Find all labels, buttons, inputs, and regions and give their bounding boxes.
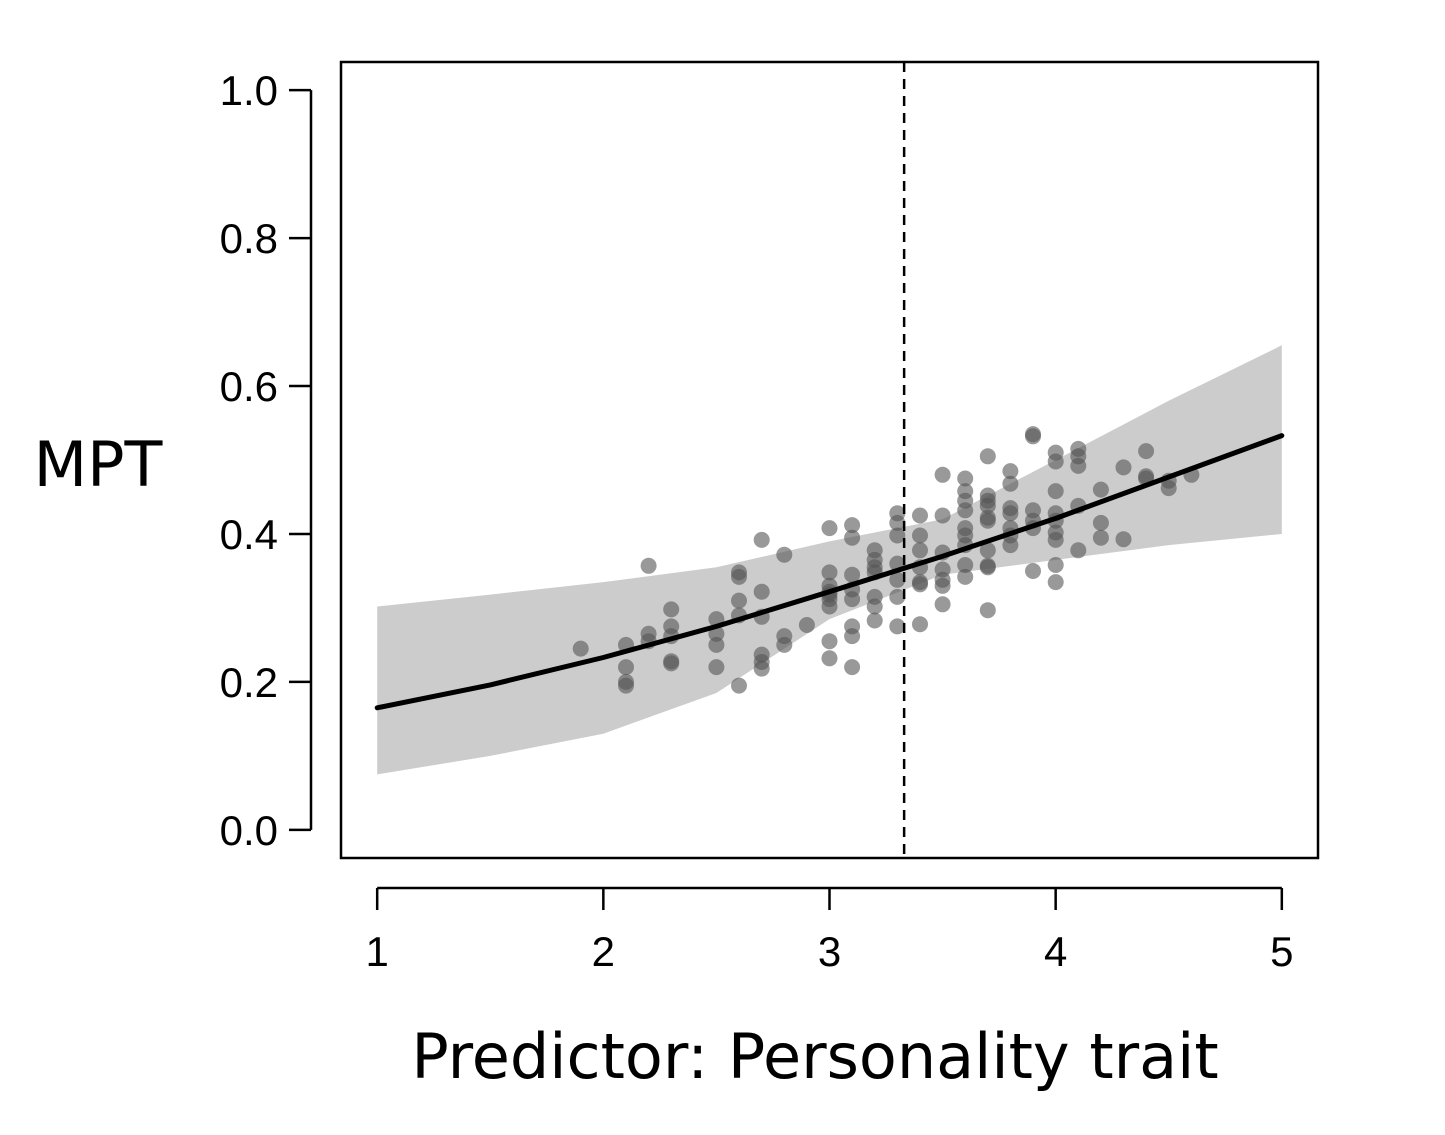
data-point	[889, 588, 906, 605]
data-point	[957, 568, 974, 585]
fit-line	[374, 433, 1285, 711]
data-point	[1002, 463, 1019, 480]
data-point	[618, 673, 634, 690]
data-point	[889, 571, 906, 588]
data-point	[979, 509, 996, 526]
data-point	[753, 583, 770, 600]
data-point	[1047, 574, 1064, 591]
data-point	[844, 659, 861, 676]
data-point	[979, 602, 996, 619]
y-axis-title: MPT	[34, 428, 164, 501]
y-tick-label: 0.6	[220, 363, 278, 410]
data-point	[708, 659, 725, 676]
data-point	[1092, 481, 1109, 498]
data-point	[1138, 443, 1155, 460]
data-point	[663, 618, 680, 635]
data-point	[889, 505, 906, 522]
data-point	[1025, 502, 1041, 519]
data-point	[776, 628, 793, 645]
data-point	[753, 646, 770, 663]
data-point	[912, 527, 928, 544]
data-point	[957, 483, 974, 500]
plot-frame	[339, 60, 1320, 860]
data-point	[1047, 557, 1064, 573]
data-point	[1047, 524, 1064, 541]
y-tick-label: 0.2	[220, 659, 278, 706]
data-point	[753, 531, 770, 548]
data-point	[1002, 500, 1019, 517]
x-axis: 1 2 3 4 5	[366, 886, 1293, 975]
data-point	[844, 566, 861, 583]
data-point	[866, 612, 883, 629]
data-point	[640, 557, 657, 574]
data-point	[866, 542, 883, 559]
data-point	[844, 618, 861, 635]
data-point	[1047, 444, 1064, 461]
x-tick-label: 4	[1044, 928, 1067, 975]
data-point	[844, 529, 861, 546]
data-point	[979, 487, 996, 504]
confidence-band	[377, 345, 1282, 775]
data-point	[798, 617, 815, 633]
y-tick-label: 0.8	[220, 215, 278, 262]
y-tick-label: 0.4	[220, 511, 278, 558]
data-point	[934, 596, 951, 613]
fit-line-layer	[374, 433, 1285, 711]
data-point	[1115, 531, 1132, 548]
data-point	[844, 517, 861, 534]
x-tick-label: 5	[1270, 928, 1293, 975]
data-point	[731, 592, 747, 609]
data-point	[1115, 459, 1132, 476]
data-point	[776, 546, 793, 563]
data-point	[889, 618, 906, 635]
data-point	[663, 601, 680, 618]
confidence-band-layer	[377, 345, 1282, 775]
data-point	[934, 466, 951, 483]
data-point	[731, 564, 747, 581]
data-point	[934, 561, 951, 578]
data-point	[821, 633, 838, 650]
data-point	[979, 448, 996, 465]
data-point	[821, 564, 838, 581]
y-tick-label: 1.0	[220, 67, 278, 114]
x-tick-label: 3	[818, 928, 841, 975]
data-point	[1025, 426, 1041, 443]
data-point	[912, 616, 928, 633]
data-point	[663, 653, 680, 670]
data-point	[979, 557, 996, 574]
data-point	[979, 542, 996, 559]
data-point	[1070, 440, 1087, 457]
data-point	[957, 520, 974, 537]
data-point	[866, 588, 883, 605]
x-tick-label: 2	[592, 928, 615, 975]
data-point	[1092, 514, 1109, 531]
x-axis-title: Predictor: Personality trait	[411, 1020, 1218, 1093]
x-tick-label: 1	[366, 928, 389, 975]
y-tick-label: 0.0	[220, 807, 278, 854]
data-point	[1025, 563, 1041, 579]
data-point	[1002, 475, 1019, 492]
data-point	[1047, 483, 1064, 500]
data-point	[618, 659, 634, 676]
data-point	[731, 677, 747, 694]
data-point	[572, 640, 589, 657]
data-point	[1138, 468, 1155, 485]
data-point	[1070, 542, 1087, 559]
data-point	[889, 527, 906, 544]
data-point	[912, 574, 928, 591]
data-point	[912, 507, 928, 524]
data-point	[934, 507, 951, 524]
data-point	[912, 542, 928, 559]
data-point	[640, 625, 657, 642]
y-axis: 0.0 0.2 0.4 0.6 0.8 1.0	[220, 67, 313, 854]
data-point	[708, 636, 725, 653]
data-point	[957, 470, 974, 487]
data-point	[957, 557, 974, 573]
data-point	[1092, 529, 1109, 546]
data-point	[821, 650, 838, 667]
data-point	[821, 520, 838, 537]
